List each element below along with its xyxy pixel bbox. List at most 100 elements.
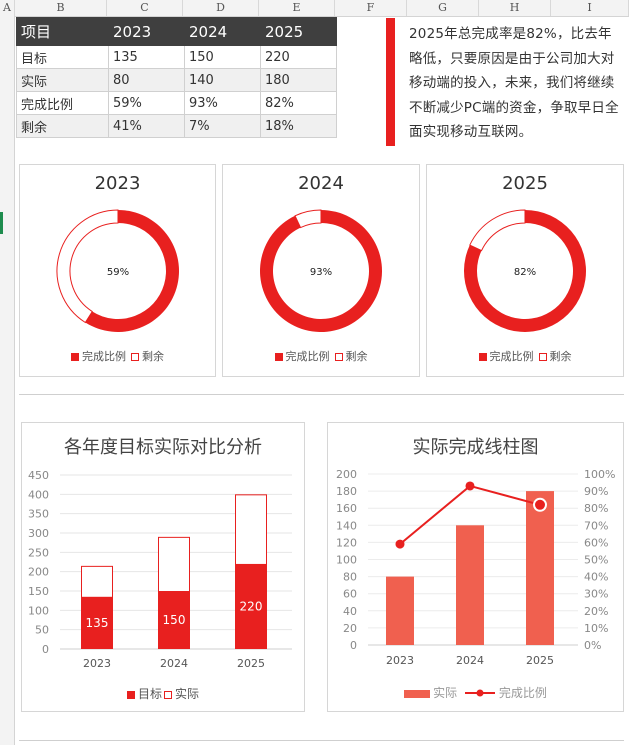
y-tick-label: 300 xyxy=(28,527,49,540)
y2-tick-label: 10% xyxy=(584,622,608,635)
donut-center-label: 82% xyxy=(514,267,536,278)
legend-label-completion: 完成比例 xyxy=(498,686,547,700)
legend-swatch-remaining xyxy=(334,353,343,361)
table-cell[interactable]: 目标 xyxy=(16,45,109,69)
bar-actual xyxy=(235,494,267,565)
y2-tick-label: 30% xyxy=(584,588,608,601)
bar-actual xyxy=(456,525,484,645)
y2-tick-label: 90% xyxy=(584,485,608,498)
chart-title: 实际完成线柱图 xyxy=(412,437,539,458)
donut-center-label: 93% xyxy=(310,267,332,278)
combo-bar-line-chart: 0 0% 20 10% 40 20% 60 30% 80 40% 100 50% 120 60% 140 70… xyxy=(336,468,615,667)
x-tick-label: 2024 xyxy=(160,657,188,670)
y-tick-label: 80 xyxy=(343,571,357,584)
target-vs-actual-chart-panel[interactable]: 各年度目标实际对比分析 0 50 100 150 200 250 300 350 400 450 1… xyxy=(21,422,305,712)
table-row: 实际 80 140 180 xyxy=(16,68,337,92)
y-tick-label: 0 xyxy=(42,643,49,656)
actual-completion-chart-panel[interactable]: 实际完成线柱图 0 0% 20 10% 40 20% 60 30% 80 40% 100 50% 120… xyxy=(327,422,624,712)
table-cell[interactable]: 剩余 xyxy=(16,114,109,138)
donut-legend: 完成比例 剩余 xyxy=(427,348,623,364)
donut-title: 2024 xyxy=(298,173,344,194)
donut-group: 82% xyxy=(464,209,586,332)
column-header-d[interactable]: D xyxy=(183,0,259,16)
completion-point xyxy=(465,481,475,491)
legend-swatch-completed xyxy=(478,353,487,361)
selected-row-marker xyxy=(0,212,3,234)
column-header-c[interactable]: C xyxy=(107,0,183,16)
y2-tick-label: 60% xyxy=(584,536,608,549)
y-tick-label: 100 xyxy=(336,554,357,567)
donut-panel-2025[interactable]: 2025 82% 完成比例 剩余 xyxy=(426,164,624,377)
legend-label-actual: 实际 xyxy=(175,687,200,701)
table-cell[interactable]: 140 xyxy=(184,68,261,92)
donut-panel-2023[interactable]: 2023 59% 完成比例 剩余 xyxy=(19,164,216,377)
legend-label-remaining: 剩余 xyxy=(142,350,164,363)
bar-target xyxy=(81,596,113,649)
stacked-bar-chart: 0 50 100 150 200 250 300 350 400 450 135 2023 150 202… xyxy=(28,469,292,670)
column-header-b[interactable]: B xyxy=(15,0,107,16)
y-tick-label: 40 xyxy=(343,605,357,618)
y-tick-label: 140 xyxy=(336,519,357,532)
table-row: 剩余 41% 7% 18% xyxy=(16,114,337,138)
table-cell[interactable]: 59% xyxy=(108,91,185,115)
bar-actual xyxy=(526,491,554,645)
x-tick-label: 2024 xyxy=(456,654,484,667)
completion-point xyxy=(533,497,547,512)
table-header-cell[interactable]: 项目 xyxy=(16,17,109,46)
legend-label-completed: 完成比例 xyxy=(285,350,330,363)
y2-tick-label: 100% xyxy=(584,468,615,481)
column-header-f[interactable]: F xyxy=(335,0,407,16)
table-cell[interactable]: 150 xyxy=(184,45,261,69)
y2-tick-label: 0% xyxy=(584,639,601,652)
legend-swatch-remaining xyxy=(131,353,139,361)
table-cell[interactable]: 实际 xyxy=(16,68,109,92)
table-cell[interactable]: 完成比例 xyxy=(16,91,109,115)
summary-note[interactable]: 2025年总完成率是82%，比去年略低，只要原因是由于公司加大对移动端的投入，未… xyxy=(409,26,619,140)
completion-point xyxy=(395,539,405,549)
table-header-cell[interactable]: 2024 xyxy=(184,17,261,46)
bar-actual xyxy=(81,565,113,598)
bar-data-label: 135 xyxy=(86,616,109,630)
column-header-a[interactable]: A xyxy=(0,0,15,16)
table-cell[interactable]: 135 xyxy=(108,45,185,69)
y-tick-label: 20 xyxy=(343,622,357,635)
y-tick-label: 450 xyxy=(28,469,49,482)
legend-swatch-actual xyxy=(404,690,431,698)
y2-tick-label: 70% xyxy=(584,519,608,532)
legend-swatch-remaining xyxy=(538,353,547,361)
y-tick-label: 250 xyxy=(28,546,49,559)
table-cell[interactable]: 82% xyxy=(260,91,337,115)
x-tick-label: 2023 xyxy=(386,654,414,667)
table-cell[interactable]: 18% xyxy=(260,114,337,138)
table-cell[interactable]: 180 xyxy=(260,68,337,92)
table-cell[interactable]: 93% xyxy=(184,91,261,115)
table-cell[interactable]: 220 xyxy=(260,45,337,69)
legend-label-actual: 实际 xyxy=(433,686,458,700)
y-tick-label: 160 xyxy=(336,502,357,515)
column-header-bar: A B C D E F G H I xyxy=(0,0,629,17)
legend-label-completed: 完成比例 xyxy=(489,350,534,363)
donut-slice-remaining xyxy=(56,209,119,324)
y-tick-label: 350 xyxy=(28,508,49,521)
y-tick-label: 200 xyxy=(28,566,49,579)
donut-title: 2023 xyxy=(94,173,141,194)
y-tick-label: 100 xyxy=(28,604,49,617)
chart-legend: 目标 实际 xyxy=(22,685,304,702)
x-tick-label: 2025 xyxy=(526,654,554,667)
table-row: 目标 135 150 220 xyxy=(16,45,337,69)
column-header-g[interactable]: G xyxy=(407,0,479,16)
legend-swatch-completed xyxy=(71,353,79,361)
table-header-cell[interactable]: 2025 xyxy=(260,17,337,46)
x-tick-label: 2023 xyxy=(83,657,111,670)
table-cell[interactable]: 7% xyxy=(184,114,261,138)
donut-group: 93% xyxy=(260,209,382,332)
column-header-i[interactable]: I xyxy=(551,0,629,16)
y2-tick-label: 40% xyxy=(584,571,608,584)
table-header-cell[interactable]: 2023 xyxy=(108,17,185,46)
table-cell[interactable]: 80 xyxy=(108,68,185,92)
y-tick-label: 200 xyxy=(336,468,357,481)
column-header-e[interactable]: E xyxy=(259,0,335,16)
column-header-h[interactable]: H xyxy=(479,0,551,16)
donut-panel-2024[interactable]: 2024 93% 完成比例 剩余 xyxy=(222,164,420,377)
table-cell[interactable]: 41% xyxy=(108,114,185,138)
